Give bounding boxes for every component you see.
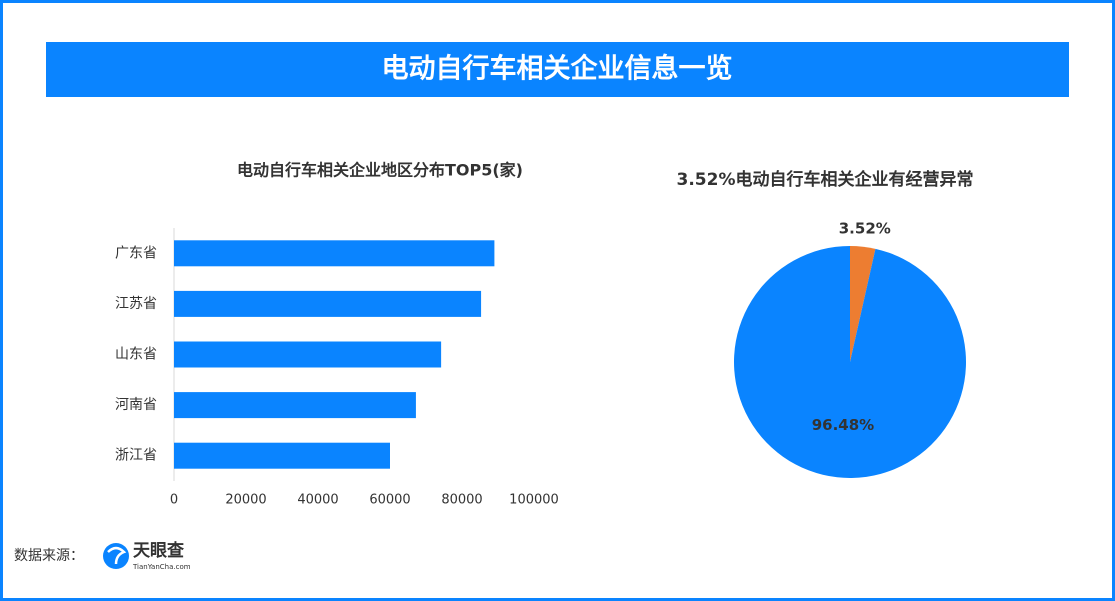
bar <box>174 290 482 317</box>
title-banner <box>46 42 1069 97</box>
source-label: 数据来源： <box>14 548 84 564</box>
pie-slice <box>850 246 876 362</box>
y-tick-label: 浙江省 <box>115 448 157 464</box>
x-tick-label: 20000 <box>225 493 266 508</box>
y-tick-label: 江苏省 <box>115 296 157 312</box>
x-tick-label: 80000 <box>441 493 482 508</box>
x-tick-label: 40000 <box>297 493 338 508</box>
pie-chart-title: 3.52%电动自行车相关企业有经营异常 <box>677 169 974 190</box>
logo-icon-mark <box>107 546 127 565</box>
pie-slice <box>733 246 966 478</box>
x-tick-label: 60000 <box>369 493 410 508</box>
bar <box>174 341 442 368</box>
x-tick-label: 0 <box>170 493 178 508</box>
x-tick-label: 100000 <box>509 493 559 508</box>
bar-chart-title: 电动自行车相关企业地区分布TOP5(家) <box>237 161 523 180</box>
page-title: 电动自行车相关企业信息一览 <box>382 53 733 85</box>
bar <box>174 240 495 267</box>
data-label: 3.52% <box>839 219 891 237</box>
logo-text: 天眼查 <box>133 540 185 561</box>
y-tick-label: 河南省 <box>115 397 157 413</box>
y-tick-label: 山东省 <box>115 347 157 363</box>
data-label: 96.48% <box>812 416 874 434</box>
y-tick-label: 广东省 <box>115 245 157 261</box>
bar <box>174 392 416 419</box>
logo-url: TianYanCha.com <box>132 563 191 571</box>
bar <box>174 442 390 469</box>
